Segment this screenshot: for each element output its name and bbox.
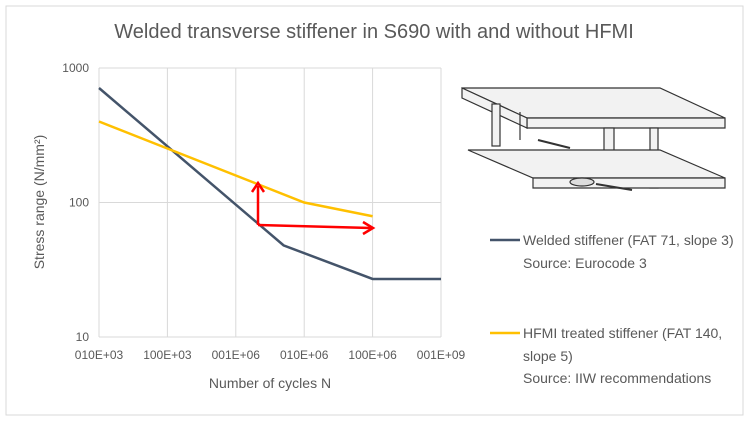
weld-toe (569, 177, 595, 187)
y-tick-label: 100 (69, 196, 89, 210)
x-tick-label: 001E+09 (417, 348, 466, 362)
x-axis-label: Number of cycles N (209, 375, 331, 391)
x-tick-label: 010E+06 (280, 348, 329, 362)
stiffener (491, 103, 501, 147)
x-tick-label: 100E+03 (143, 348, 192, 362)
stress-arrow (537, 139, 571, 149)
arrow-horizontal (257, 223, 372, 230)
annotation-arrows (250, 180, 376, 236)
legend-source: Source: Eurocode 3 (523, 254, 647, 271)
x-tick-label: 100E+06 (348, 348, 397, 362)
stiffener-sketch (461, 87, 726, 191)
top-flange-edge (526, 117, 726, 129)
chart-frame (5, 5, 744, 416)
x-tick-label: 010E+03 (75, 348, 124, 362)
chart-title: Welded transverse stiffener in S690 with… (114, 21, 634, 43)
legend-entry: HFMI treated stiffener (FAT 140, slope 5… (523, 322, 735, 390)
series-line (98, 120, 373, 218)
arrow-head (362, 220, 376, 236)
stress-arrow (595, 183, 633, 191)
series-line (98, 87, 441, 281)
arrow-head (250, 180, 266, 193)
legend-source: Source: IIW recommendations (523, 370, 712, 386)
bottom-flange-edge (532, 177, 726, 189)
x-tick-label: 001E+06 (212, 348, 261, 362)
y-axis-label: Stress range (N/mm²) (31, 135, 47, 270)
legend-label: Welded stiffener (FAT 71, slope 3) (523, 232, 734, 248)
plot-area: 10 100 1000 010E+03 100E+03 001E+06 010E+06 100… (62, 61, 520, 362)
legend-label: HFMI treated stiffener (FAT 140, slope 5… (523, 325, 723, 364)
legend-entry: Welded stiffener (FAT 71, slope 3) Sourc… (523, 229, 735, 274)
y-tick-label: 1000 (62, 61, 89, 75)
y-tick-label: 10 (76, 330, 90, 344)
